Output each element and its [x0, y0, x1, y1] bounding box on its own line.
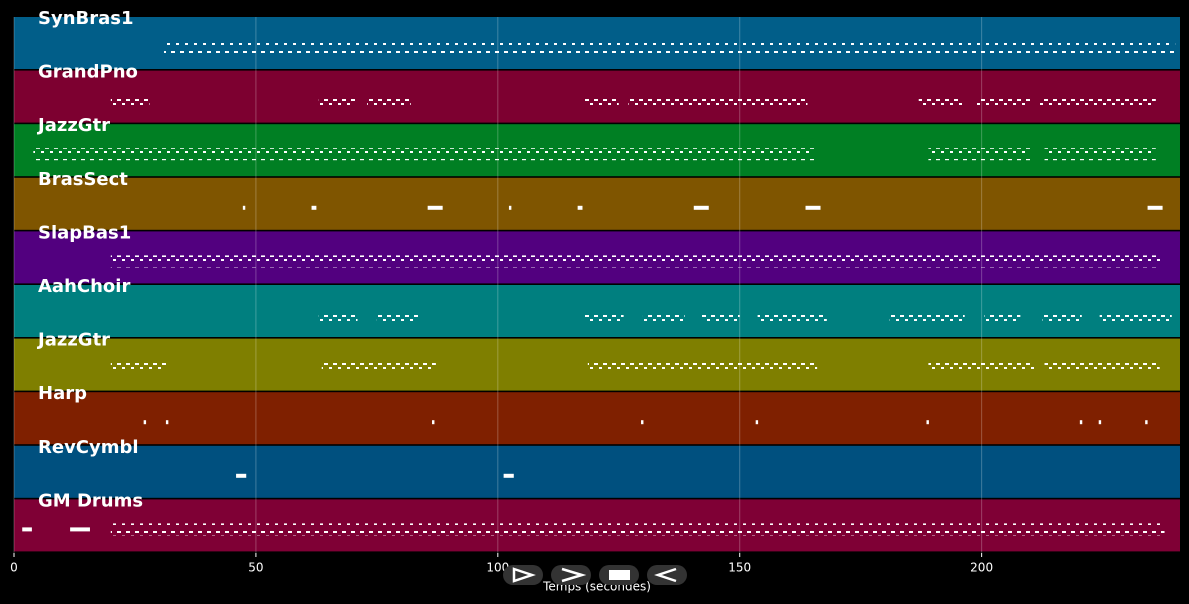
note-group [22, 527, 32, 532]
note-group [577, 205, 583, 210]
note-group [427, 205, 443, 210]
note-group [757, 309, 827, 321]
note-group [110, 255, 1161, 268]
track-name: Harp [38, 383, 87, 404]
note-group [628, 94, 702, 107]
note-group [1044, 362, 1160, 375]
note-group [367, 94, 411, 107]
track-name: JazzGtr [36, 330, 110, 351]
track-row [14, 445, 1180, 498]
note-group [321, 362, 436, 375]
note-group [693, 205, 709, 210]
forward-button[interactable] [551, 565, 591, 585]
note-group [311, 205, 317, 210]
note-group [1147, 205, 1163, 210]
note-group [503, 473, 514, 478]
note-group [165, 420, 169, 425]
track-name: SlapBas1 [38, 222, 131, 243]
note-group [1099, 309, 1172, 321]
note-group [976, 94, 1031, 107]
note-group [143, 420, 147, 425]
note-group [1042, 309, 1082, 321]
note-group [1145, 420, 1148, 425]
play-button[interactable] [503, 565, 543, 585]
track-name: GM Drums [38, 490, 143, 511]
note-group [242, 205, 246, 210]
x-tick-label: 0 [10, 561, 18, 575]
note-group [584, 94, 619, 107]
note-group [508, 205, 512, 210]
note-group [432, 420, 435, 425]
track-name: JazzGtr [36, 115, 110, 136]
note-group [110, 362, 167, 375]
note-group [926, 420, 929, 425]
player-controls [503, 565, 687, 585]
note-group [918, 94, 963, 107]
note-group [889, 309, 965, 321]
note-group [1098, 420, 1102, 425]
note-group [318, 309, 358, 321]
track-name: BrasSect [38, 169, 128, 190]
note-group [641, 420, 644, 425]
x-tick-label: 200 [970, 561, 993, 575]
note-group [928, 362, 1035, 375]
note-group [587, 362, 818, 375]
note-group [584, 309, 624, 321]
note-group [236, 473, 247, 478]
note-group [376, 309, 418, 321]
note-group [163, 41, 1176, 53]
note-group [1044, 148, 1156, 161]
note-group [642, 309, 685, 321]
back-button[interactable] [647, 565, 687, 585]
note-group [318, 94, 356, 107]
track-name: SynBras1 [38, 8, 134, 29]
note-group [33, 148, 815, 161]
note-group [701, 94, 808, 107]
x-tick-label: 50 [248, 561, 263, 575]
track-name: RevCymbl [38, 437, 139, 458]
note-group [984, 309, 1021, 321]
x-tick-label: 150 [728, 561, 751, 575]
note-group [1079, 420, 1083, 425]
note-group [701, 309, 740, 321]
note-group [110, 94, 150, 107]
track-name: GrandPno [38, 62, 138, 83]
note-group [1039, 94, 1156, 107]
note-group [110, 523, 1165, 536]
track-row [14, 177, 1180, 230]
track-row [14, 392, 1180, 445]
x-tick-label: 100 [486, 561, 509, 575]
note-group [928, 148, 1031, 161]
note-group [805, 205, 821, 210]
note-group [70, 527, 90, 532]
note-group [755, 420, 759, 425]
track-name: AahChoir [38, 276, 130, 297]
